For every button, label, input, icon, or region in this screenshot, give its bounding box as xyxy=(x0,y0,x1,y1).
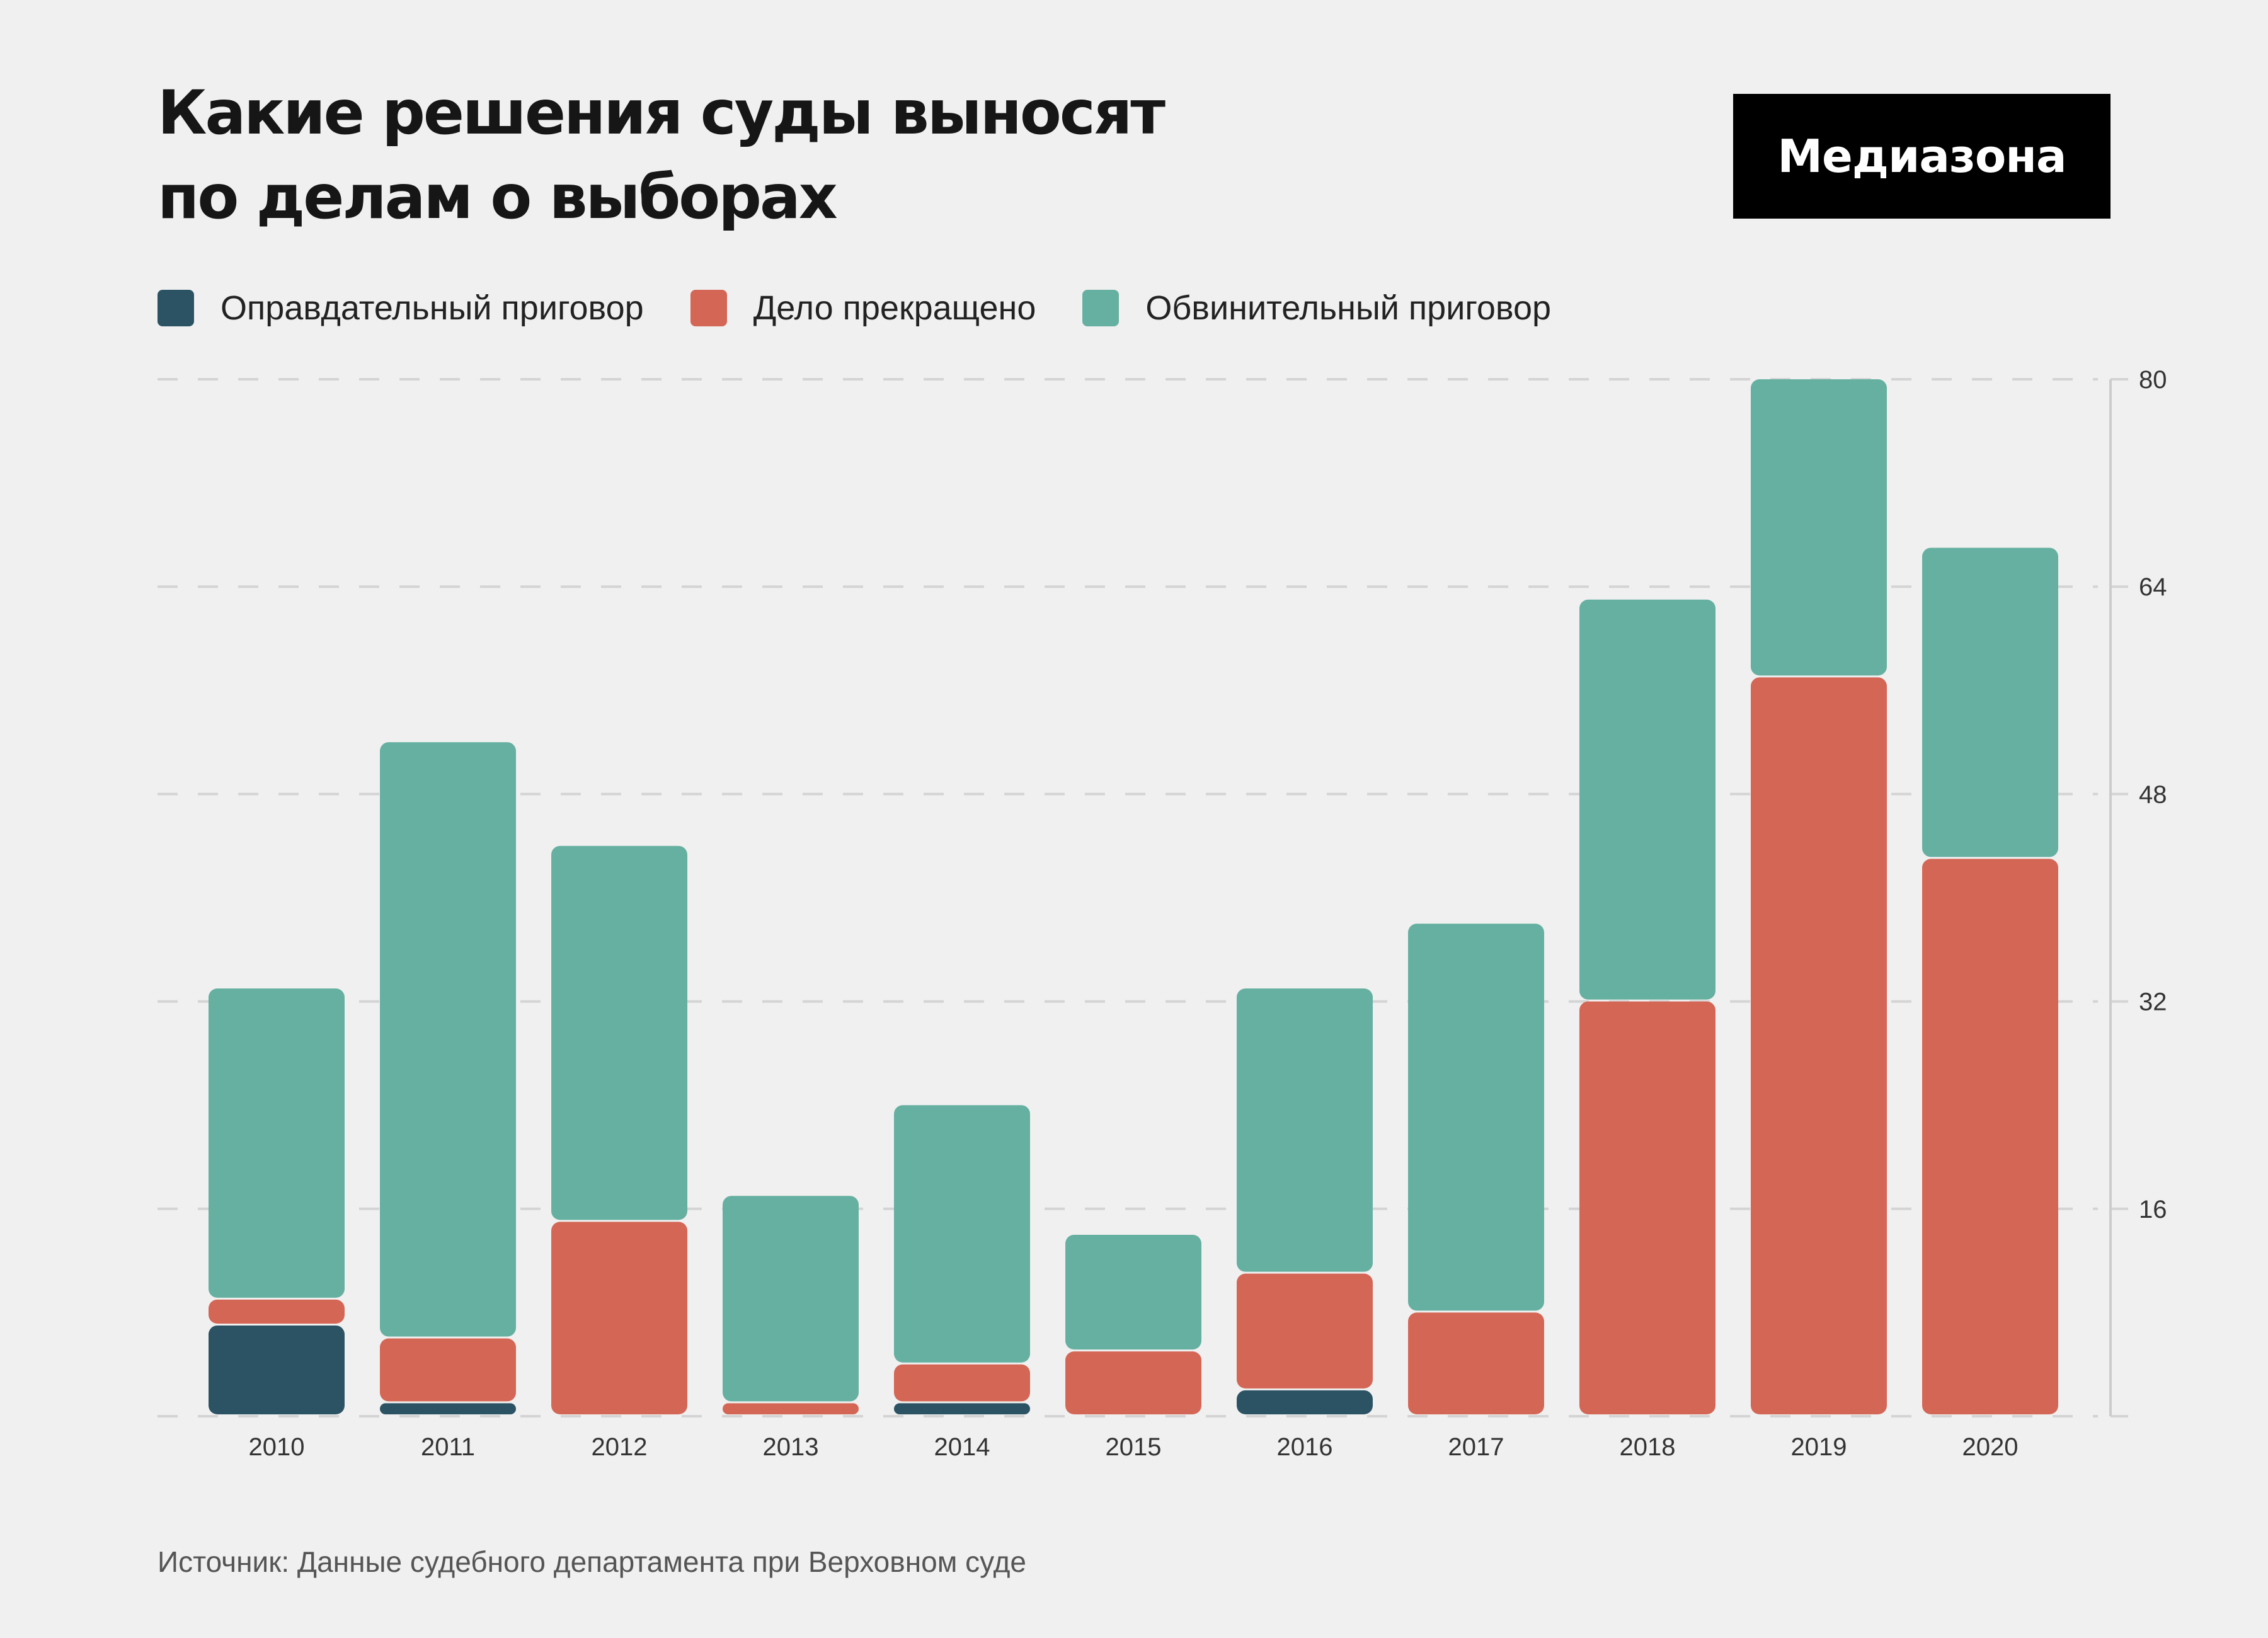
x-tick-label: 2019 xyxy=(1791,1433,1847,1461)
bar-terminated-2019 xyxy=(1751,677,1887,1414)
legend: Оправдательный приговор Дело прекращено … xyxy=(158,289,1598,328)
y-tick-label: 16 xyxy=(2139,1196,2167,1223)
bar-acquittal-2014 xyxy=(894,1403,1030,1414)
legend-swatch-acquittal xyxy=(158,290,194,326)
bar-conviction-2019 xyxy=(1751,379,1887,676)
mediazona-logo: Медиазона xyxy=(1733,94,2110,219)
x-tick-label: 2020 xyxy=(1962,1433,2019,1461)
bar-terminated-2013 xyxy=(723,1403,859,1414)
y-tick-label: 48 xyxy=(2139,781,2167,808)
x-tick-label: 2016 xyxy=(1277,1433,1333,1461)
bar-conviction-2016 xyxy=(1237,988,1373,1272)
legend-item-terminated: Дело прекращено xyxy=(690,289,1036,328)
bar-terminated-2018 xyxy=(1579,1001,1715,1414)
bar-conviction-2018 xyxy=(1579,599,1715,1000)
x-tick-label: 2010 xyxy=(249,1433,305,1461)
x-tick-label: 2013 xyxy=(763,1433,819,1461)
x-axis-labels: 2010 2011 2012 2013 2014 2015 2016 2017 2018 2019… xyxy=(249,1433,2019,1461)
bar-terminated-2020 xyxy=(1922,859,2058,1414)
legend-swatch-terminated xyxy=(690,290,727,326)
bar-conviction-2013 xyxy=(723,1196,859,1402)
bar-conviction-2020 xyxy=(1922,547,2058,857)
bar-terminated-2012 xyxy=(551,1222,687,1414)
y-axis-labels: 16 32 48 64 80 xyxy=(2139,366,2167,1223)
legend-label: Оправдательный приговор xyxy=(220,289,644,327)
bar-acquittal-2011 xyxy=(380,1403,516,1414)
x-tick-label: 2011 xyxy=(421,1433,475,1461)
bar-conviction-2010 xyxy=(209,988,345,1298)
legend-label: Обвинительный приговор xyxy=(1145,289,1552,327)
bar-acquittal-2016 xyxy=(1237,1390,1373,1414)
bar-terminated-2010 xyxy=(209,1299,345,1324)
bar-conviction-2012 xyxy=(551,845,687,1220)
title-line-2: по делам о выборах xyxy=(158,162,838,232)
bar-conviction-2017 xyxy=(1408,924,1544,1311)
bar-acquittal-2010 xyxy=(209,1325,345,1414)
legend-label: Дело прекращено xyxy=(753,289,1036,327)
x-tick-label: 2015 xyxy=(1106,1433,1162,1461)
bar-conviction-2011 xyxy=(380,742,516,1337)
y-tick-label: 80 xyxy=(2139,366,2167,394)
bar-terminated-2011 xyxy=(380,1338,516,1402)
x-tick-label: 2017 xyxy=(1448,1433,1504,1461)
bar-conviction-2015 xyxy=(1065,1234,1201,1350)
y-tick-label: 32 xyxy=(2139,988,2167,1016)
x-tick-label: 2014 xyxy=(934,1433,990,1461)
logo-text: Медиазона xyxy=(1777,130,2066,183)
x-tick-label: 2012 xyxy=(592,1433,648,1461)
title-line-1: Какие решения суды выносят xyxy=(158,77,1166,148)
chart-title: Какие решения суды выносят по делам о вы… xyxy=(158,71,1166,239)
legend-item-acquittal: Оправдательный приговор xyxy=(158,289,644,328)
bar-terminated-2017 xyxy=(1408,1312,1544,1414)
bar-terminated-2015 xyxy=(1065,1351,1201,1414)
legend-swatch-conviction xyxy=(1082,290,1120,326)
bar-terminated-2014 xyxy=(894,1364,1030,1402)
bar-conviction-2014 xyxy=(894,1105,1030,1363)
bars xyxy=(209,379,2058,1414)
x-tick-label: 2018 xyxy=(1620,1433,1676,1461)
bar-terminated-2016 xyxy=(1237,1273,1373,1389)
y-tick-label: 64 xyxy=(2139,573,2167,601)
legend-item-conviction: Обвинительный приговор xyxy=(1082,289,1551,328)
source-note: Источник: Данные судебного департамента … xyxy=(158,1545,1026,1578)
